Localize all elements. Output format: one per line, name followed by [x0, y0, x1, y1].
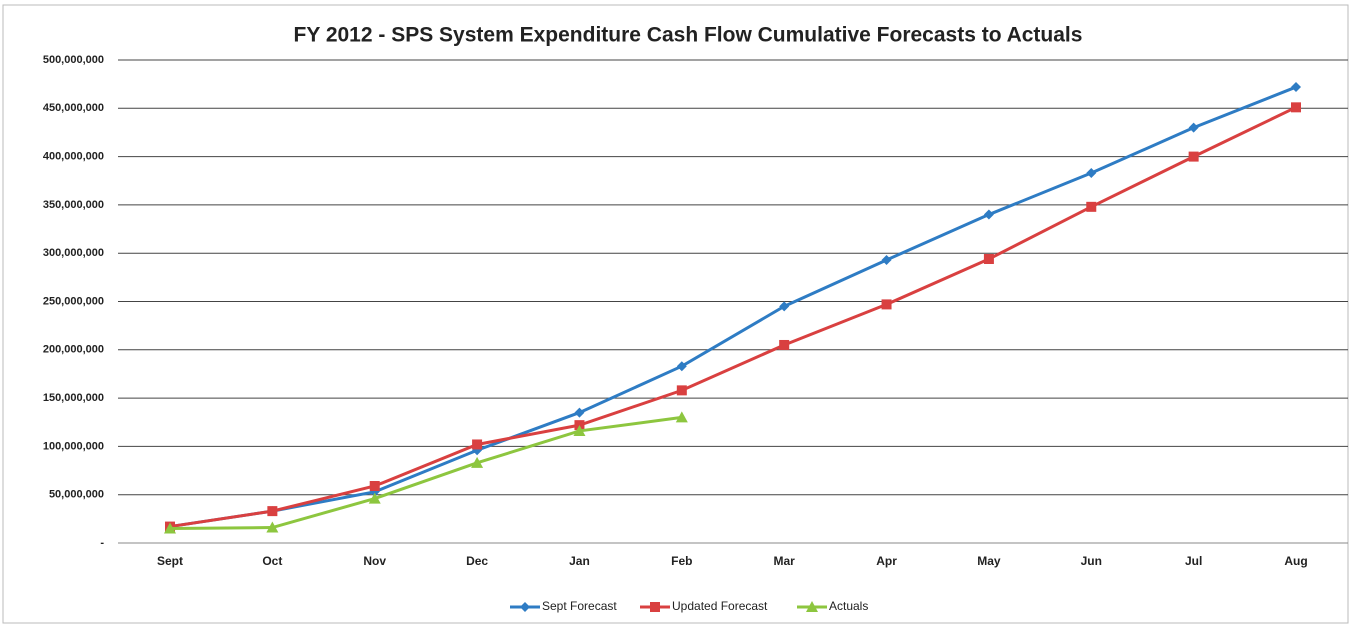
y-tick-label: 100,000,000	[43, 440, 104, 452]
x-tick-label: May	[977, 554, 1001, 568]
data-point	[881, 299, 892, 310]
x-tick-label: Oct	[262, 554, 282, 568]
data-point	[1086, 201, 1097, 212]
x-tick-label: Jun	[1081, 554, 1102, 568]
y-tick-label: 300,000,000	[43, 247, 104, 259]
data-point	[1086, 168, 1097, 179]
y-tick-label: 150,000,000	[43, 392, 104, 404]
data-point	[983, 253, 994, 264]
x-tick-label: Jul	[1185, 554, 1202, 568]
data-point	[1188, 122, 1199, 133]
y-tick-label: 50,000,000	[49, 489, 104, 501]
y-tick-label: -	[100, 537, 104, 549]
y-tick-label: 200,000,000	[43, 344, 104, 356]
x-tick-label: Mar	[774, 554, 796, 568]
series-line	[169, 105, 1297, 529]
x-tick-label: Apr	[876, 554, 897, 568]
data-point	[1291, 82, 1301, 93]
y-tick-label: 500,000,000	[43, 54, 104, 66]
data-point	[266, 521, 279, 533]
x-tick-label: Nov	[363, 554, 386, 568]
legend-label: Sept Forecast	[542, 599, 617, 613]
chart-title: FY 2012 - SPS System Expenditure Cash Fl…	[294, 24, 1083, 47]
data-point	[676, 385, 687, 396]
x-tick-label: Dec	[466, 554, 488, 568]
x-tick-label: Feb	[671, 554, 692, 568]
data-point	[779, 339, 790, 350]
x-tick-label: Sept	[157, 554, 183, 568]
series-line	[169, 85, 1297, 529]
legend-marker	[650, 602, 660, 612]
data-point	[676, 361, 687, 372]
data-point	[369, 481, 380, 492]
legend-marker	[520, 602, 530, 612]
data-point	[164, 522, 176, 534]
x-tick-label: Aug	[1284, 554, 1307, 568]
data-point	[1188, 151, 1199, 162]
data-point	[471, 456, 484, 468]
data-point	[368, 492, 381, 504]
legend-label: Actuals	[829, 599, 868, 613]
x-tick-label: Jan	[569, 554, 590, 568]
data-point	[881, 254, 892, 265]
legend-label: Updated Forecast	[672, 599, 768, 613]
legend-marker	[806, 601, 818, 612]
data-point	[983, 209, 994, 220]
y-tick-label: 400,000,000	[43, 151, 104, 163]
data-point	[574, 407, 585, 418]
y-tick-label: 450,000,000	[43, 102, 104, 114]
data-point	[267, 506, 278, 517]
data-point	[573, 424, 586, 436]
chart-border	[2, 4, 1349, 624]
data-point	[779, 301, 790, 312]
data-point	[472, 439, 483, 450]
series-line	[169, 415, 683, 531]
data-point	[1291, 102, 1301, 113]
data-point	[675, 411, 688, 423]
y-tick-label: 350,000,000	[43, 199, 104, 211]
y-tick-label: 250,000,000	[43, 295, 104, 307]
